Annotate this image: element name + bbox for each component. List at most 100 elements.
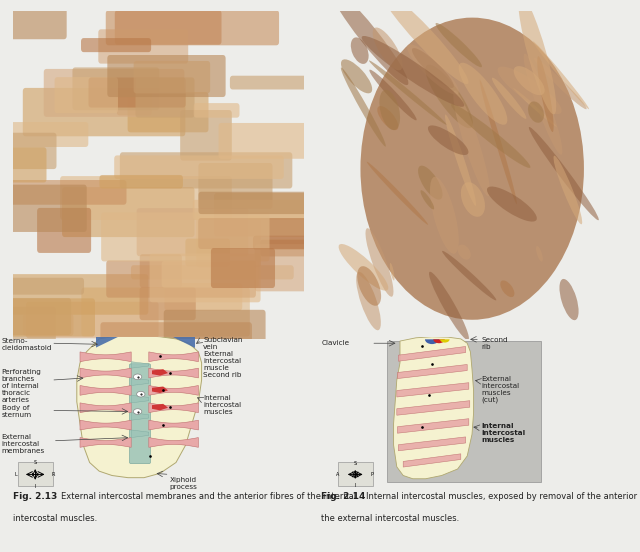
Polygon shape xyxy=(80,352,131,362)
FancyBboxPatch shape xyxy=(81,38,151,52)
FancyBboxPatch shape xyxy=(180,110,232,161)
Ellipse shape xyxy=(429,272,469,340)
FancyBboxPatch shape xyxy=(196,215,261,267)
FancyBboxPatch shape xyxy=(0,180,127,205)
Polygon shape xyxy=(131,395,149,403)
Polygon shape xyxy=(149,352,198,362)
FancyBboxPatch shape xyxy=(23,88,186,136)
Circle shape xyxy=(137,391,145,397)
Ellipse shape xyxy=(536,246,543,262)
Polygon shape xyxy=(152,369,168,376)
Text: Xiphoid
process: Xiphoid process xyxy=(170,476,198,490)
Ellipse shape xyxy=(367,162,428,225)
Bar xyxy=(18,463,53,486)
Ellipse shape xyxy=(514,66,545,95)
Ellipse shape xyxy=(418,166,442,200)
Polygon shape xyxy=(131,430,149,438)
Polygon shape xyxy=(149,403,198,413)
Ellipse shape xyxy=(390,263,394,280)
Ellipse shape xyxy=(428,125,468,155)
Text: Internal intercostal muscles, exposed by removal of the anterior parts of: Internal intercostal muscles, exposed by… xyxy=(366,492,640,501)
FancyBboxPatch shape xyxy=(129,364,150,464)
FancyBboxPatch shape xyxy=(106,261,256,298)
Polygon shape xyxy=(397,383,468,397)
Text: Clavicle: Clavicle xyxy=(322,340,349,346)
Text: A: A xyxy=(336,472,339,477)
FancyBboxPatch shape xyxy=(108,55,226,97)
FancyBboxPatch shape xyxy=(120,152,292,188)
Ellipse shape xyxy=(351,38,369,64)
FancyBboxPatch shape xyxy=(62,187,195,237)
Polygon shape xyxy=(149,385,198,395)
FancyBboxPatch shape xyxy=(0,274,148,315)
FancyBboxPatch shape xyxy=(0,299,95,337)
Text: the external intercostal muscles.: the external intercostal muscles. xyxy=(321,514,460,523)
Polygon shape xyxy=(398,437,466,451)
Ellipse shape xyxy=(534,58,587,109)
FancyBboxPatch shape xyxy=(137,208,248,256)
Polygon shape xyxy=(131,413,149,420)
FancyBboxPatch shape xyxy=(72,67,159,110)
FancyBboxPatch shape xyxy=(88,77,186,108)
FancyBboxPatch shape xyxy=(186,238,230,266)
FancyBboxPatch shape xyxy=(194,103,239,118)
Polygon shape xyxy=(80,403,131,413)
Text: External intercostal membranes and the anterior fibres of the internal: External intercostal membranes and the a… xyxy=(61,492,356,501)
Ellipse shape xyxy=(360,18,584,320)
FancyBboxPatch shape xyxy=(81,288,250,337)
Text: S: S xyxy=(34,460,36,465)
FancyBboxPatch shape xyxy=(44,69,184,117)
Polygon shape xyxy=(80,368,131,378)
Text: Sterno-
cleidomastoid: Sterno- cleidomastoid xyxy=(2,338,52,351)
FancyBboxPatch shape xyxy=(0,147,47,183)
Text: I: I xyxy=(355,483,356,488)
Polygon shape xyxy=(152,386,168,393)
Ellipse shape xyxy=(369,70,417,120)
FancyBboxPatch shape xyxy=(211,248,275,288)
Ellipse shape xyxy=(329,0,408,85)
FancyBboxPatch shape xyxy=(255,244,326,291)
FancyBboxPatch shape xyxy=(0,184,87,232)
Wedge shape xyxy=(433,339,445,343)
Ellipse shape xyxy=(497,67,562,114)
Ellipse shape xyxy=(492,78,526,119)
Ellipse shape xyxy=(451,104,531,168)
FancyBboxPatch shape xyxy=(134,61,210,93)
Ellipse shape xyxy=(341,67,386,147)
Ellipse shape xyxy=(529,127,599,220)
Ellipse shape xyxy=(356,272,381,330)
Ellipse shape xyxy=(362,36,464,107)
FancyBboxPatch shape xyxy=(260,240,329,257)
Polygon shape xyxy=(80,385,131,395)
Text: Body of
sternum: Body of sternum xyxy=(2,405,32,418)
Text: Internal
intercostal
muscles: Internal intercostal muscles xyxy=(204,395,241,415)
Ellipse shape xyxy=(407,44,459,94)
Ellipse shape xyxy=(430,177,459,254)
Text: I: I xyxy=(35,484,36,489)
Polygon shape xyxy=(131,378,149,385)
Text: Fig. 2.14: Fig. 2.14 xyxy=(321,492,365,501)
Ellipse shape xyxy=(380,90,400,130)
Ellipse shape xyxy=(442,251,496,300)
Ellipse shape xyxy=(412,48,454,88)
FancyBboxPatch shape xyxy=(136,77,195,118)
FancyBboxPatch shape xyxy=(230,76,340,89)
Polygon shape xyxy=(398,347,466,361)
FancyBboxPatch shape xyxy=(198,163,273,209)
Text: Fig. 2.13: Fig. 2.13 xyxy=(13,492,57,501)
Wedge shape xyxy=(440,339,450,343)
FancyBboxPatch shape xyxy=(150,253,260,302)
FancyBboxPatch shape xyxy=(54,77,118,113)
FancyBboxPatch shape xyxy=(114,156,284,179)
Text: Subclavian
vein
External
intercostal
muscle
Second rib: Subclavian vein External intercostal mus… xyxy=(204,337,243,378)
FancyBboxPatch shape xyxy=(0,122,88,147)
Polygon shape xyxy=(152,404,168,410)
Ellipse shape xyxy=(372,28,403,70)
FancyBboxPatch shape xyxy=(162,261,259,288)
Ellipse shape xyxy=(554,156,582,224)
FancyBboxPatch shape xyxy=(26,302,159,338)
Polygon shape xyxy=(149,420,198,430)
FancyBboxPatch shape xyxy=(164,283,243,311)
FancyBboxPatch shape xyxy=(198,192,323,214)
FancyBboxPatch shape xyxy=(37,208,91,253)
